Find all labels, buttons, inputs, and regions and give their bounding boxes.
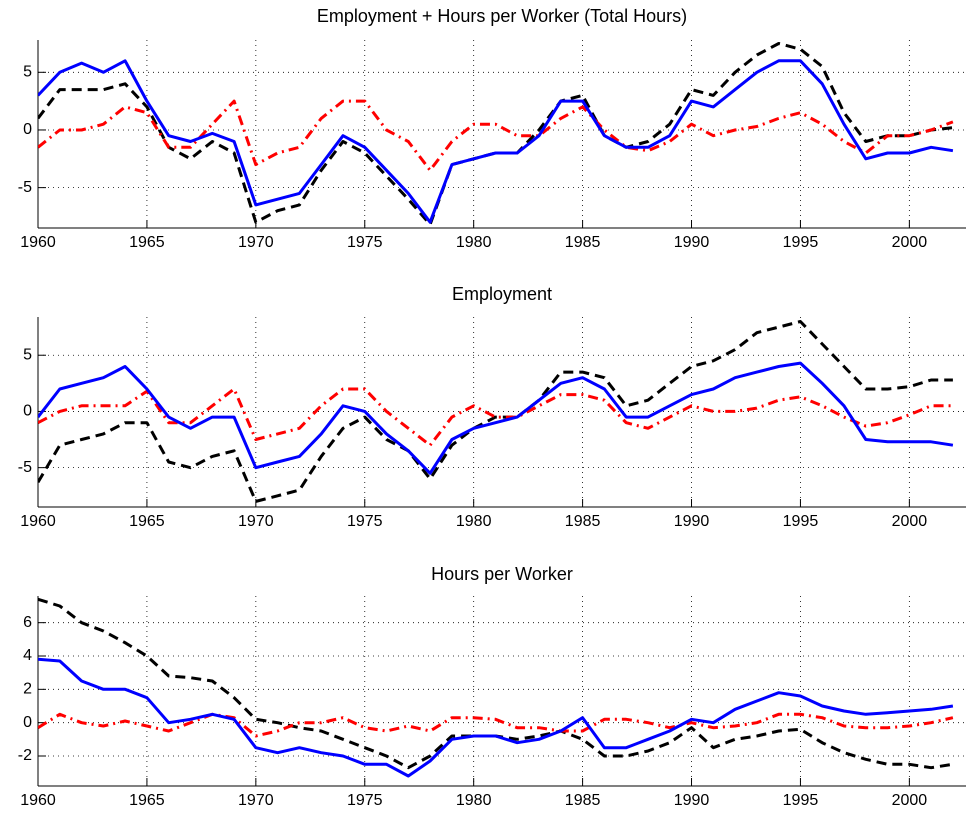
- x-tick-label: 2000: [892, 513, 928, 530]
- y-tick-label: -2: [18, 747, 32, 764]
- y-tick-label: 0: [23, 121, 32, 138]
- data-line: [38, 42, 954, 226]
- chart-title: Hours per Worker: [431, 564, 573, 584]
- x-tick-label: 1975: [347, 234, 383, 251]
- x-tick-label: 1960: [20, 234, 56, 251]
- y-tick-label: 6: [23, 614, 32, 631]
- x-tick-label: 1980: [456, 234, 492, 251]
- x-tick-label: 1970: [238, 792, 274, 809]
- x-tick-label: 1990: [674, 234, 710, 251]
- x-tick-label: 1995: [783, 513, 819, 530]
- data-line: [38, 387, 953, 447]
- data-line: [38, 361, 954, 475]
- y-tick-label: -5: [18, 459, 32, 476]
- data-line: [38, 597, 954, 770]
- x-tick-label: 1985: [565, 513, 601, 530]
- y-tick-label: 5: [23, 64, 32, 81]
- x-tick-label: 1965: [129, 792, 165, 809]
- x-tick-label: 1980: [456, 792, 492, 809]
- x-tick-label: 1995: [783, 792, 819, 809]
- y-tick-label: 5: [23, 346, 32, 363]
- data-line: [38, 657, 954, 778]
- x-tick-label: 1985: [565, 234, 601, 251]
- data-line: [38, 320, 953, 503]
- chart-title: Employment: [452, 284, 552, 304]
- x-tick-label: 1990: [674, 792, 710, 809]
- chart-title: Employment + Hours per Worker (Total Hou…: [317, 6, 687, 26]
- x-tick-label: 1980: [456, 513, 492, 530]
- y-tick-label: -5: [18, 179, 32, 196]
- x-tick-label: 1970: [238, 234, 274, 251]
- x-tick-label: 2000: [892, 792, 928, 809]
- y-tick-label: 4: [23, 647, 32, 664]
- x-tick-label: 1995: [783, 234, 819, 251]
- data-line: [38, 59, 954, 224]
- y-tick-label: 0: [23, 403, 32, 420]
- x-tick-label: 1965: [129, 234, 165, 251]
- x-tick-label: 1960: [20, 792, 56, 809]
- x-tick-label: 1990: [674, 513, 710, 530]
- data-line: [38, 99, 954, 172]
- x-tick-label: 1985: [565, 792, 601, 809]
- x-tick-label: 1975: [347, 513, 383, 530]
- x-tick-label: 2000: [892, 234, 928, 251]
- x-tick-label: 1975: [347, 792, 383, 809]
- data-line: [38, 712, 954, 738]
- x-tick-label: 1970: [238, 513, 274, 530]
- y-tick-label: 2: [23, 681, 32, 698]
- y-tick-label: 0: [23, 714, 32, 731]
- x-tick-label: 1965: [129, 513, 165, 530]
- x-tick-label: 1960: [20, 513, 56, 530]
